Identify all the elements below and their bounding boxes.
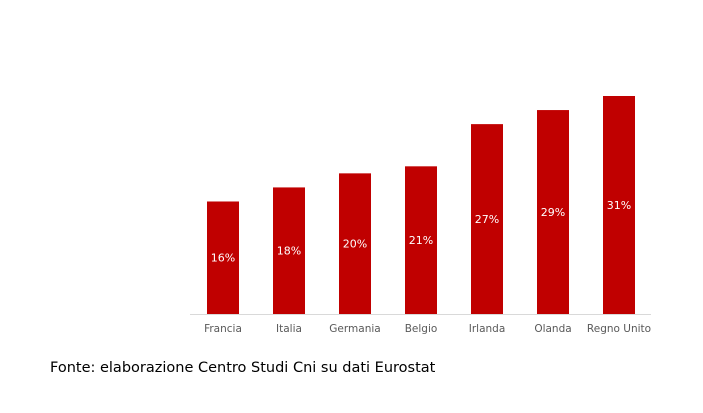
bar-chart: 16% 18% 20% 21% 27% 29% 31% Francia Italia Germa… — [190, 96, 651, 335]
bar-series — [207, 96, 635, 315]
bar-olanda — [537, 110, 569, 314]
data-label-germania: 20% — [343, 238, 367, 251]
tick-label-olanda: Olanda — [534, 323, 571, 335]
tick-label-francia: Francia — [204, 323, 242, 335]
data-label-regno-unito: 31% — [607, 199, 631, 212]
data-label-italia: 18% — [277, 245, 301, 258]
bar-belgio — [405, 166, 437, 314]
data-label-francia: 16% — [211, 252, 235, 265]
source-note: Fonte: elaborazione Centro Studi Cni su … — [50, 360, 436, 376]
tick-label-italia: Italia — [276, 323, 302, 335]
data-label-belgio: 21% — [409, 234, 433, 247]
tick-label-irlanda: Irlanda — [469, 323, 506, 335]
tick-label-belgio: Belgio — [405, 323, 438, 335]
bar-francia — [207, 201, 239, 314]
tick-label-regno-unito: Regno Unito — [587, 323, 651, 335]
bar-irlanda — [471, 124, 503, 315]
bar-germania — [339, 173, 371, 314]
tick-label-germania: Germania — [329, 323, 380, 335]
data-labels: 16% 18% 20% 21% 27% 29% 31% — [211, 199, 631, 265]
bar-regno-unito — [603, 96, 635, 314]
x-axis-tick-labels: Francia Italia Germania Belgio Irlanda Olanda… — [204, 323, 651, 335]
data-label-olanda: 29% — [541, 206, 565, 219]
bar-italia — [273, 187, 305, 314]
data-label-irlanda: 27% — [475, 213, 499, 226]
